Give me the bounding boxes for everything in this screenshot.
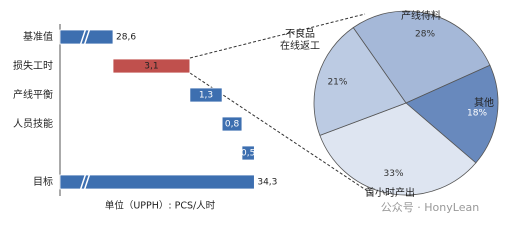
bar [112, 58, 191, 74]
bar [59, 174, 255, 190]
bar [189, 87, 223, 103]
value-label: 21% [327, 77, 347, 87]
watermark: 公众号 · HonyLean [381, 201, 479, 214]
pie-slice [319, 102, 477, 196]
category-label: 产线待料 [401, 9, 441, 22]
axis-break [83, 172, 91, 192]
category-label: 首小时产出 [365, 186, 415, 199]
value-label: 33% [384, 169, 404, 179]
x-axis-label: 单位（UPPH）: PCS/人时 [105, 200, 216, 212]
category-label: 其他 [474, 96, 494, 109]
bar [221, 116, 243, 132]
category-label: 基准值 [23, 30, 53, 43]
value-label: 0,8 [225, 120, 240, 130]
chart: 单位（UPPH）: PCS/人时 公众号 · HonyLean 基准值 28,6 损… [13, 9, 499, 214]
value-label: 0,5 [241, 149, 255, 159]
pie-slice [352, 10, 491, 104]
category-label: 不良品在线返工 [280, 27, 320, 52]
value-label: 1,3 [199, 91, 213, 101]
value-label: 3,1 [144, 62, 158, 72]
pie-slice [405, 64, 499, 164]
value-label: 28% [415, 29, 435, 39]
bar [241, 145, 255, 161]
connector [189, 13, 366, 59]
category-label: 人员技能 [13, 117, 53, 130]
value-label: 28,6 [116, 33, 136, 43]
axis-break [79, 172, 87, 192]
category-label: 产线平衡 [13, 88, 53, 101]
value-label: 34,3 [257, 178, 277, 188]
pie-slice [313, 27, 407, 136]
axis-break [83, 27, 91, 47]
category-label: 目标 [33, 176, 53, 188]
axis-break [79, 27, 87, 47]
category-label: 损失工时 [13, 59, 53, 72]
value-label: 18% [467, 109, 487, 119]
